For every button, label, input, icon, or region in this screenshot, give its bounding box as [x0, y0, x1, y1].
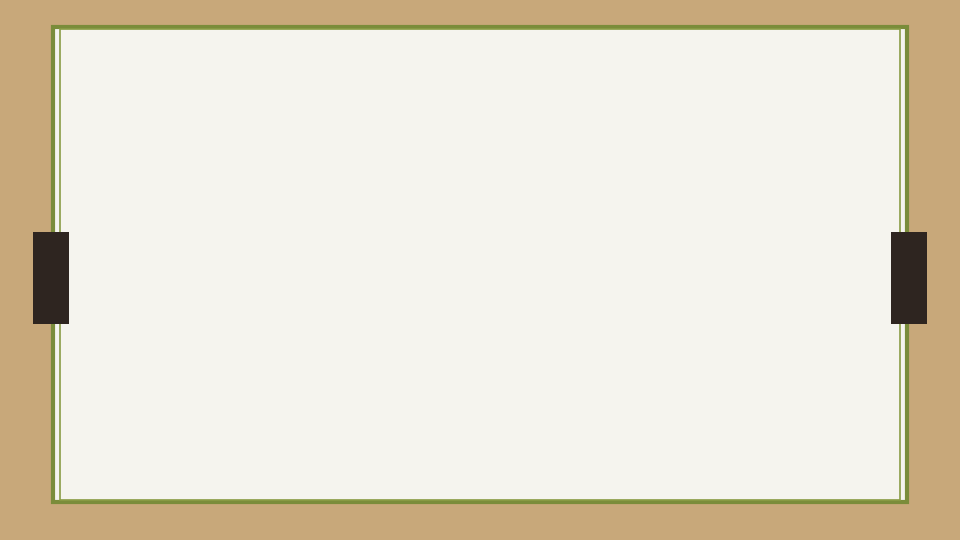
Text: P-K reaction: P-K reaction	[117, 257, 251, 277]
Text: •: •	[91, 353, 108, 381]
Text: Demonstration of type I hypersensitivity: Demonstration of type I hypersensitivity	[65, 84, 895, 118]
Text: reactions: reactions	[385, 156, 575, 190]
Text: Schultz Dale phenomenon: Schultz Dale phenomenon	[117, 309, 410, 329]
Text: Theobald Smith Phenomenon: Theobald Smith Phenomenon	[117, 357, 445, 377]
Text: •: •	[91, 253, 108, 281]
Text: •: •	[91, 305, 108, 333]
